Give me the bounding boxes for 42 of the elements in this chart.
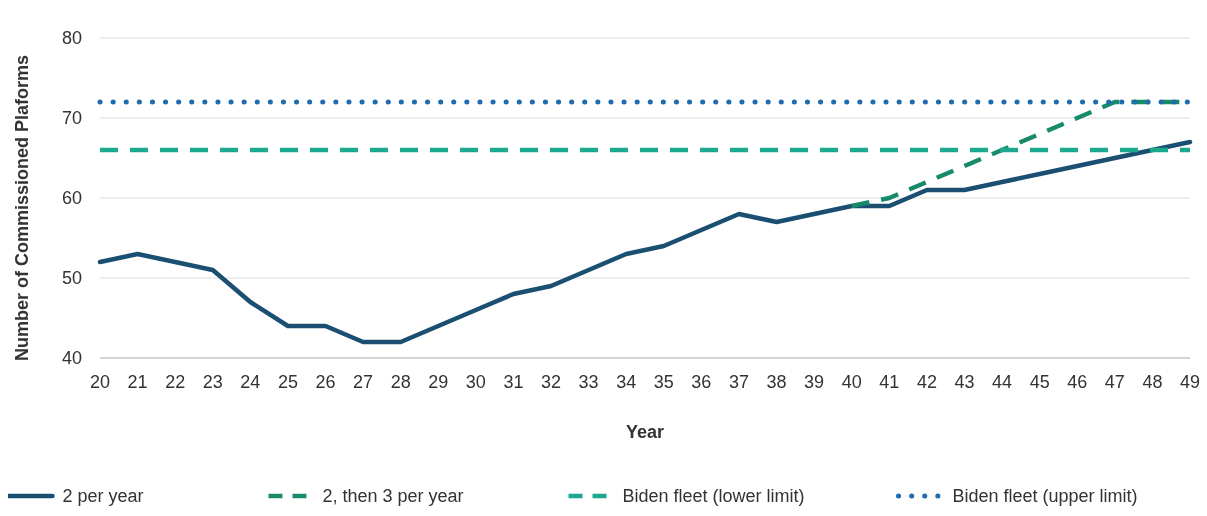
x-tick-label: 41: [879, 372, 900, 392]
legend-label: Biden fleet (lower limit): [622, 486, 805, 506]
x-tick-label: 37: [728, 372, 749, 392]
y-tick-label: 40: [61, 348, 82, 369]
x-tick-label: 36: [691, 372, 712, 392]
x-tick-label: 21: [127, 372, 148, 392]
x-tick-label: 46: [1067, 372, 1088, 392]
x-tick-label: 39: [804, 372, 825, 392]
legend-label: 2, then 3 per year: [322, 486, 464, 506]
x-tick-label: 30: [465, 372, 486, 392]
x-tick-label: 45: [1029, 372, 1050, 392]
x-tick-label: 32: [541, 372, 562, 392]
x-tick-label: 29: [428, 372, 449, 392]
x-tick-label: 43: [954, 372, 975, 392]
line-series: [97, 139, 1193, 345]
legend-label: 2 per year: [62, 486, 144, 506]
x-tick-label: 20: [89, 372, 111, 392]
y-tick-label: 50: [61, 268, 82, 289]
x-tick-label: 22: [165, 372, 186, 392]
y-tick-label: 70: [61, 108, 82, 129]
x-axis-title: Year: [625, 422, 665, 442]
x-tick-label: 28: [390, 372, 411, 392]
x-tick-label: 23: [202, 372, 223, 392]
x-tick-label: 35: [653, 372, 674, 392]
x-tick-label: 38: [766, 372, 787, 392]
x-tick-label: 33: [578, 372, 599, 392]
y-tick-label: 80: [61, 28, 82, 49]
x-tick-label: 26: [315, 372, 336, 392]
x-tick-label: 49: [1179, 372, 1201, 392]
x-tick-label: 24: [240, 372, 261, 392]
y-axis-title: Number of Commissioned Plaforms: [12, 54, 32, 362]
x-tick-label: 40: [841, 372, 862, 392]
x-tick-label: 27: [353, 372, 374, 392]
x-tick-label: 31: [503, 372, 524, 392]
x-tick-label: 47: [1104, 372, 1125, 392]
y-tick-label: 60: [61, 188, 82, 209]
x-tick-label: 42: [916, 372, 937, 392]
x-tick-label: 25: [277, 372, 298, 392]
x-tick-label: 48: [1142, 372, 1163, 392]
x-tick-label: 34: [616, 372, 637, 392]
x-tick-label: 44: [992, 372, 1013, 392]
legend-label: Biden fleet (upper limit): [952, 486, 1138, 506]
